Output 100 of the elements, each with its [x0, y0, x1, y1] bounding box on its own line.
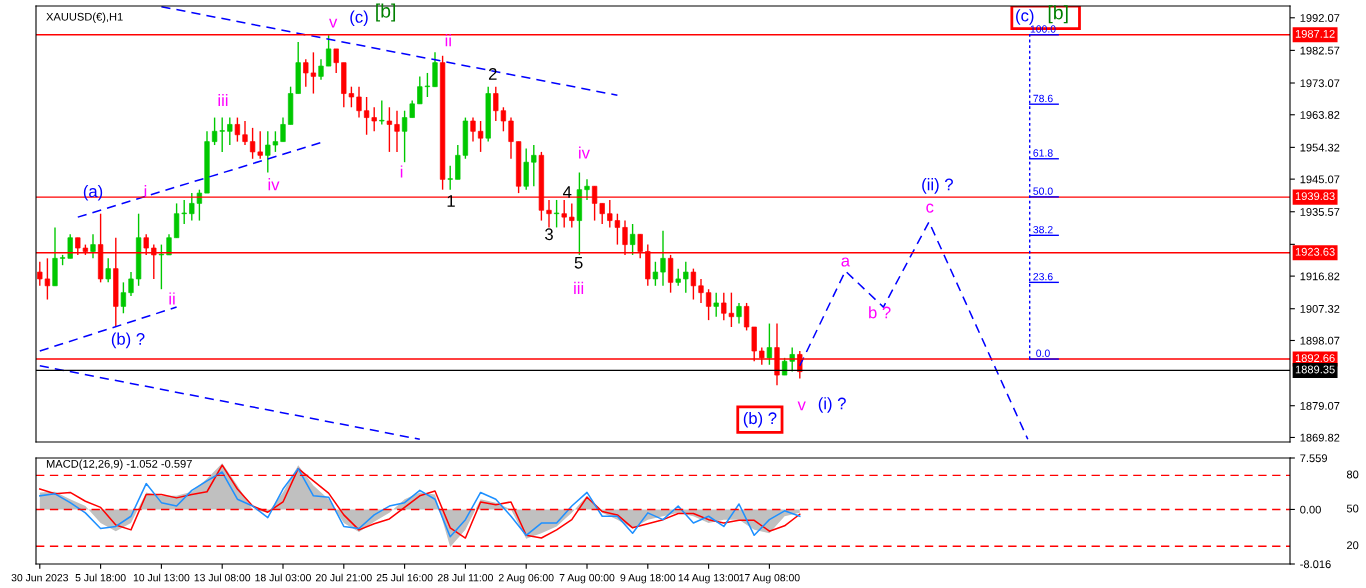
y-tick-label: -8.016 [1300, 560, 1331, 569]
candlestick [477, 120, 484, 153]
x-tick-label: 5 Jul 18:00 [75, 573, 126, 582]
candlestick [705, 288, 712, 321]
candlestick [629, 223, 636, 256]
y-tick-label: 1898.07 [1300, 336, 1340, 345]
x-tick-label: 7 Aug 00:00 [559, 574, 615, 584]
annotation: 3 [545, 228, 553, 241]
annotation: b ? [869, 306, 891, 319]
annotation: ii [445, 34, 451, 47]
candlestick [690, 267, 697, 301]
x-tick-label: 9 Aug 18:00 [620, 574, 676, 584]
chart-title: MACD(12,26,9) -1.052 -0.597 [46, 459, 192, 470]
annotation: iv [268, 178, 280, 191]
ref-line-label: 1923.63 [1295, 247, 1335, 256]
text: XAUUSD(€),H1 [46, 12, 123, 23]
x-tick-label: 17 Aug 08:00 [739, 574, 800, 584]
candlestick [531, 144, 537, 187]
y-tick-label: 1935.57 [1300, 208, 1340, 216]
x-tick-label: 13 Jul 08:00 [194, 573, 251, 582]
annotation: c [926, 203, 934, 213]
text: 50 [1346, 504, 1359, 513]
x-tick-label: 10 Jul 13:00 [133, 573, 190, 582]
y-tick-label: 1916.82 [1300, 272, 1340, 281]
y-tick-label: 1954.32 [1300, 143, 1340, 152]
candlestick [766, 322, 773, 366]
x-tick-label: 25 Jul 16:00 [376, 573, 433, 582]
annotation: 23.6 [1033, 272, 1053, 281]
candlestick [683, 261, 689, 294]
annotation: iii [218, 94, 228, 107]
candlestick [523, 147, 529, 191]
y-tick-label: 1973.07 [1300, 79, 1340, 88]
candlestick [485, 85, 491, 143]
y-tick-label: 7.559 [1300, 454, 1327, 463]
text: 80 [1346, 470, 1359, 479]
annotation: (c) [1016, 9, 1034, 25]
candlestick [667, 254, 674, 294]
text: 20 [1346, 541, 1359, 550]
annotation: i [400, 165, 403, 178]
annotation: [b] [376, 3, 396, 22]
y-tick-label: 1907.32 [1300, 305, 1340, 313]
candlestick [439, 55, 446, 191]
ref-line-label: 1987.12 [1295, 29, 1335, 38]
y-tick-label: 1982.57 [1300, 46, 1340, 55]
candlestick [333, 48, 339, 74]
annotation: [b] [1048, 5, 1068, 24]
annotation: (b) ? [111, 332, 145, 349]
x-tick-label: 2 Aug 06:00 [498, 574, 554, 584]
annotation: (c) [350, 10, 368, 27]
annotation: 61.8 [1033, 149, 1053, 157]
annotation: 4 [562, 186, 572, 198]
x-tick-label: 30 Jun 2023 [11, 574, 69, 582]
annotation: (i) ? [818, 397, 846, 413]
line-series [799, 221, 1029, 441]
y-tick-label: 1879.07 [1300, 401, 1340, 410]
candlestick [120, 281, 127, 314]
annotation: i [144, 184, 147, 198]
candlestick [561, 199, 567, 229]
annotation: 5 [574, 257, 583, 269]
annotation: 1 [447, 195, 455, 207]
candlestick [447, 164, 453, 191]
candlestick [569, 202, 575, 229]
annotation: v [797, 401, 806, 411]
ref-line-label: 1892.66 [1295, 354, 1335, 363]
candlestick [553, 199, 560, 229]
annotation: 50.0 [1033, 187, 1053, 195]
candlestick [158, 243, 165, 290]
ref-line-label: 1889.35 [1295, 365, 1335, 374]
y-tick-label: 1869.82 [1300, 433, 1340, 442]
candlestick [713, 291, 719, 318]
x-tick-label: 18 Jul 03:00 [255, 573, 311, 582]
y-tick-label: 0.00 [1300, 505, 1321, 514]
candlestick [105, 257, 111, 284]
annotation: 78.6 [1033, 94, 1053, 103]
x-tick-label: 28 Jul 11:00 [437, 573, 493, 582]
y-tick-label: 1992.07 [1300, 14, 1340, 22]
annotation: 0.0 [1036, 349, 1050, 357]
candlestick [227, 116, 233, 146]
y-tick-label: 1945.07 [1300, 175, 1340, 184]
ref-line-label: 1939.83 [1295, 192, 1335, 201]
candlestick [234, 116, 241, 143]
annotation: 38.2 [1033, 225, 1053, 234]
candlestick [515, 140, 522, 194]
x-tick-label: 20 Jul 21:00 [315, 573, 372, 582]
candlestick [576, 171, 583, 256]
candlestick [379, 99, 385, 126]
annotation: ii [169, 292, 175, 305]
candlestick [652, 261, 659, 287]
candlestick [135, 213, 142, 287]
candlestick [325, 34, 332, 67]
annotation: (b) ? [743, 411, 777, 428]
annotation: a [841, 257, 851, 267]
annotation: iv [579, 146, 590, 159]
candlestick [386, 106, 393, 153]
y-tick-label: 1963.82 [1300, 111, 1340, 119]
annotation: v [329, 18, 338, 28]
annotation: (a) [83, 184, 103, 201]
annotation: (ii) ? [922, 178, 953, 194]
annotation: iii [574, 281, 584, 294]
x-tick-label: 14 Aug 13:00 [678, 574, 739, 584]
